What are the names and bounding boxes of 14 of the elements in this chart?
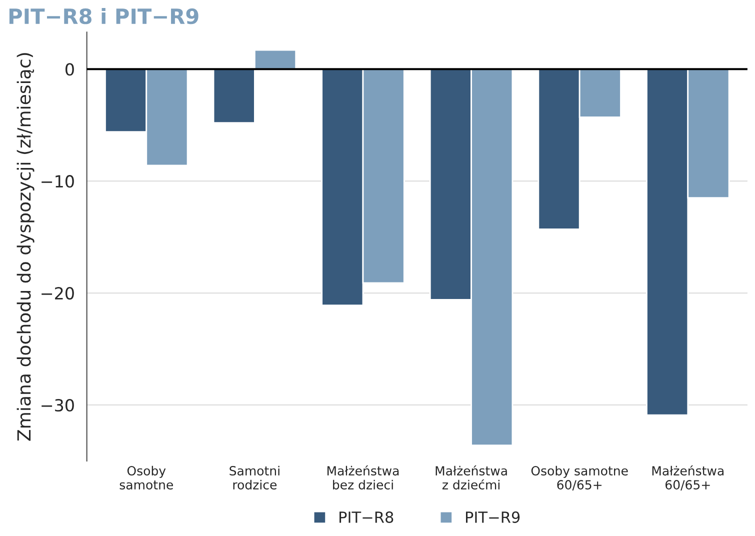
legend-label: PIT−R9 <box>466 511 520 523</box>
y-tick-label: −20 <box>42 286 74 300</box>
x-tick-label: Samotni rodzice <box>230 466 280 490</box>
y-tick-label: −30 <box>42 398 74 412</box>
chart-title: PIT−R8 i PIT−R9 <box>9 8 198 24</box>
x-tick-label: Małżeństwa 60/65+ <box>652 465 724 490</box>
x-tick-label: Małżeństwa z dziećmi <box>436 465 507 490</box>
legend-label: PIT−R8 <box>340 511 394 523</box>
y-tick-label: −10 <box>42 175 74 188</box>
x-tick-label: Osoby samotne <box>120 466 173 490</box>
y-tick-label: 0 <box>66 63 74 76</box>
x-tick-label: Osoby samotne 60/65+ <box>531 466 628 490</box>
y-axis-title: Zmiana dochodu do dyspozycji (zł/miesiąc) <box>16 53 34 441</box>
x-tick-label: Małżeństwa bez dzieci <box>327 465 399 490</box>
